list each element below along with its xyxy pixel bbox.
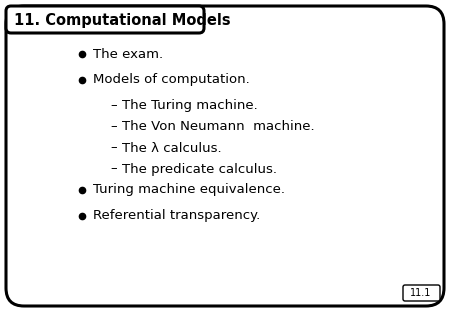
Text: –: –: [110, 120, 117, 134]
Text: –: –: [110, 100, 117, 113]
Text: The Von Neumann  machine.: The Von Neumann machine.: [122, 120, 315, 134]
Text: The λ calculus.: The λ calculus.: [122, 142, 221, 154]
Text: Referential transparency.: Referential transparency.: [93, 209, 260, 222]
FancyBboxPatch shape: [6, 6, 444, 306]
Text: Turing machine equivalence.: Turing machine equivalence.: [93, 183, 285, 197]
Text: 11.1: 11.1: [410, 288, 432, 298]
FancyBboxPatch shape: [403, 285, 440, 301]
Text: –: –: [110, 142, 117, 154]
Text: –: –: [110, 163, 117, 175]
Text: 11. Computational Models: 11. Computational Models: [14, 12, 230, 27]
Text: The Turing machine.: The Turing machine.: [122, 100, 258, 113]
Text: The exam.: The exam.: [93, 47, 163, 61]
Text: Models of computation.: Models of computation.: [93, 74, 250, 86]
FancyBboxPatch shape: [6, 6, 204, 33]
Text: The predicate calculus.: The predicate calculus.: [122, 163, 277, 175]
